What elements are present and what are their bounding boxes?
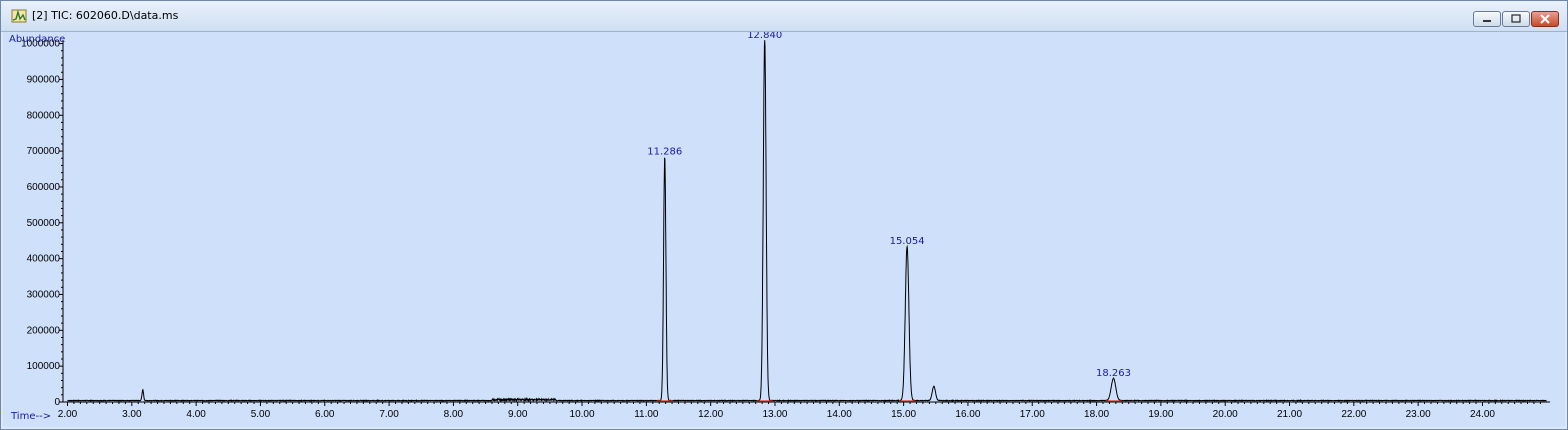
- x-tick-label: 23.00: [1406, 409, 1431, 420]
- peak-retention-label: 12.840: [747, 32, 782, 41]
- x-tick-label: 6.00: [315, 409, 335, 420]
- minimize-icon: [1483, 20, 1491, 22]
- y-tick-label: 500000: [27, 218, 61, 229]
- axes: 0 100000 200000 300000 400000 500000 600000 700…: [21, 39, 1550, 420]
- x-tick-label: 5.00: [251, 409, 271, 420]
- x-tick-label: 15.00: [891, 409, 916, 420]
- x-tick-label: 13.00: [762, 409, 787, 420]
- x-tick-label: 12.00: [698, 409, 723, 420]
- peak-retention-label: 15.054: [890, 236, 925, 247]
- x-tick-label: 18.00: [1084, 409, 1109, 420]
- tic-trace: [67, 40, 1547, 403]
- chromatogram-chart[interactable]: 0 100000 200000 300000 400000 500000 600000 700…: [3, 32, 1565, 427]
- x-tick-label: 16.00: [955, 409, 980, 420]
- peak-retention-label: 11.286: [647, 146, 682, 157]
- close-button[interactable]: [1531, 11, 1559, 27]
- y-tick-label: 1000000: [21, 39, 60, 50]
- x-tick-label: 21.00: [1277, 409, 1302, 420]
- x-tick-label: 20.00: [1213, 409, 1238, 420]
- x-tick-label: 2.00: [58, 409, 78, 420]
- x-tick-label: 8.00: [444, 409, 464, 420]
- y-tick-label: 900000: [27, 74, 61, 85]
- y-tick-label: 200000: [27, 325, 61, 336]
- plot-area[interactable]: 0 100000 200000 300000 400000 500000 600000 700…: [3, 32, 1565, 427]
- y-tick-label: 700000: [27, 146, 61, 157]
- window-title: [2] TIC: 602060.D\data.ms: [32, 9, 179, 22]
- minimize-button[interactable]: [1473, 11, 1501, 27]
- x-axis-label: Time-->: [10, 411, 51, 422]
- trace-group: [67, 40, 1547, 403]
- y-tick-label: 300000: [27, 289, 61, 300]
- x-tick-label: 9.00: [508, 409, 528, 420]
- y-tick-label: 400000: [27, 254, 61, 265]
- restore-button[interactable]: [1502, 11, 1530, 27]
- x-tick-label: 17.00: [1020, 409, 1045, 420]
- y-tick-label: 800000: [27, 110, 61, 121]
- close-icon: [1540, 14, 1550, 24]
- x-tick-label: 7.00: [379, 409, 399, 420]
- x-tick-label: 22.00: [1341, 409, 1366, 420]
- x-tick-label: 19.00: [1148, 409, 1173, 420]
- peak-labels: 11.286 12.840 15.054 18.263: [647, 32, 1131, 402]
- restore-icon: [1511, 14, 1521, 23]
- x-tick-label: 11.00: [634, 409, 659, 420]
- y-tick-label: 0: [54, 397, 60, 408]
- x-tick-label: 24.00: [1470, 409, 1495, 420]
- y-tick-label: 600000: [27, 182, 61, 193]
- peak-retention-label: 18.263: [1096, 368, 1131, 379]
- x-tick-label: 3.00: [122, 409, 142, 420]
- y-axis-label: Abundance: [9, 34, 65, 45]
- chromatogram-icon: [11, 9, 27, 23]
- x-tick-label: 10.00: [570, 409, 595, 420]
- title-bar[interactable]: [2] TIC: 602060.D\data.ms: [1, 1, 1567, 32]
- y-tick-label: 100000: [27, 361, 61, 372]
- x-tick-label: 14.00: [827, 409, 852, 420]
- x-tick-label: 4.00: [186, 409, 206, 420]
